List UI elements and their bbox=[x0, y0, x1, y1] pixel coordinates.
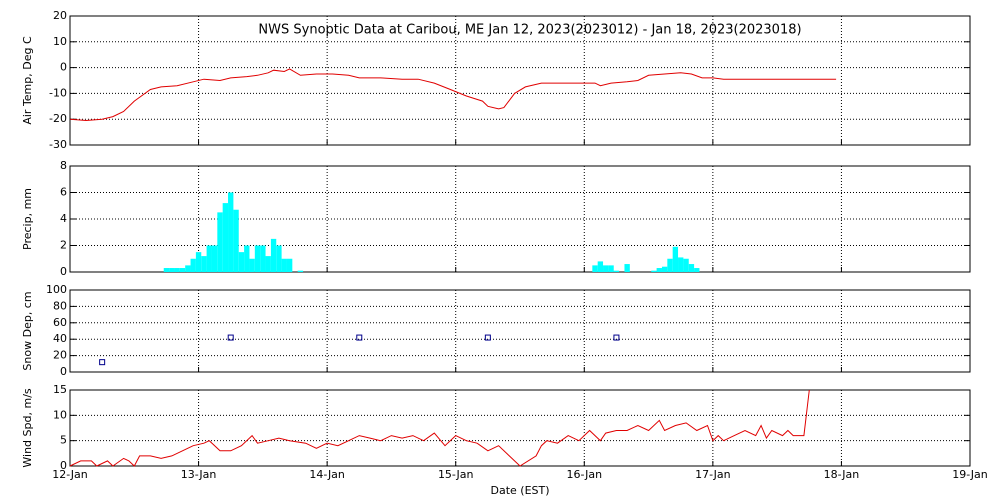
bar bbox=[228, 192, 234, 272]
point bbox=[227, 334, 234, 341]
bar bbox=[190, 258, 196, 272]
x-tick-label: 15-Jan bbox=[438, 468, 474, 481]
bar bbox=[624, 264, 630, 272]
bar bbox=[656, 268, 662, 272]
bar bbox=[265, 256, 271, 272]
bar bbox=[254, 245, 261, 272]
y-tick-label: 60 bbox=[53, 316, 67, 329]
y-tick-label: -10 bbox=[49, 86, 67, 99]
bar bbox=[651, 270, 657, 272]
bar bbox=[163, 268, 170, 272]
bar bbox=[260, 245, 266, 272]
chart-title: NWS Synoptic Data at Caribou, ME Jan 12,… bbox=[258, 23, 801, 38]
x-tick-label: 19-Jan bbox=[952, 468, 988, 481]
bar bbox=[661, 266, 668, 272]
bar bbox=[603, 265, 609, 272]
x-tick-label: 14-Jan bbox=[309, 468, 345, 481]
bar bbox=[211, 245, 218, 272]
y-tick-label: 2 bbox=[60, 239, 67, 252]
point bbox=[356, 334, 363, 341]
bar bbox=[185, 265, 191, 272]
bar bbox=[233, 209, 239, 272]
bar bbox=[694, 268, 700, 272]
data-line bbox=[69, 389, 810, 467]
y-tick-label: 4 bbox=[60, 212, 67, 225]
point bbox=[99, 359, 106, 366]
y-tick-label: 20 bbox=[53, 349, 67, 362]
bar bbox=[672, 246, 679, 272]
y-tick-label: 0 bbox=[60, 61, 67, 74]
y-axis-label: Snow Dep, cm bbox=[21, 291, 34, 370]
x-tick-label: 16-Jan bbox=[567, 468, 603, 481]
bar bbox=[592, 265, 598, 272]
y-tick-label: 100 bbox=[46, 283, 67, 296]
bar bbox=[667, 258, 673, 272]
bar bbox=[683, 258, 689, 272]
x-tick-label: 13-Jan bbox=[181, 468, 217, 481]
point bbox=[613, 334, 620, 341]
x-tick-label: 17-Jan bbox=[695, 468, 731, 481]
y-axis-label: Wind Spd, m/s bbox=[21, 388, 34, 468]
panel-frame bbox=[69, 15, 971, 146]
bar bbox=[206, 245, 212, 272]
y-axis-label: Air Temp, Deg C bbox=[21, 36, 34, 125]
panel-frame bbox=[69, 389, 971, 467]
y-tick-label: 40 bbox=[53, 332, 67, 345]
panel-frame bbox=[69, 289, 971, 373]
y-tick-label: -30 bbox=[49, 138, 67, 151]
y-tick-label: 10 bbox=[53, 35, 67, 48]
bar bbox=[270, 238, 277, 272]
bar bbox=[276, 245, 282, 272]
y-tick-label: -20 bbox=[49, 112, 67, 125]
y-tick-label: 0 bbox=[60, 459, 67, 472]
bar bbox=[597, 261, 604, 272]
y-tick-label: 80 bbox=[53, 299, 67, 312]
x-tick-label: 12-Jan bbox=[52, 468, 88, 481]
y-tick-label: 6 bbox=[60, 186, 67, 199]
y-axis-label: Precip, mm bbox=[21, 188, 34, 250]
point bbox=[484, 334, 491, 341]
bar bbox=[286, 258, 293, 272]
bar bbox=[608, 265, 614, 272]
bar bbox=[217, 212, 223, 272]
y-tick-label: 20 bbox=[53, 9, 67, 22]
bar bbox=[222, 203, 229, 272]
y-tick-label: 8 bbox=[60, 159, 67, 172]
y-tick-label: 0 bbox=[60, 265, 67, 278]
bar bbox=[249, 258, 255, 272]
bar bbox=[281, 258, 287, 272]
bar bbox=[174, 268, 180, 272]
bar bbox=[179, 268, 186, 272]
bar bbox=[169, 268, 175, 272]
y-tick-label: 5 bbox=[60, 434, 67, 447]
x-axis-label: Date (EST) bbox=[490, 484, 549, 497]
bar bbox=[297, 270, 304, 272]
bar bbox=[195, 252, 202, 272]
data-line bbox=[69, 68, 837, 122]
bar bbox=[238, 252, 245, 272]
bar bbox=[201, 256, 207, 272]
y-tick-label: 0 bbox=[60, 365, 67, 378]
x-tick-label: 18-Jan bbox=[824, 468, 860, 481]
y-tick-label: 15 bbox=[53, 383, 67, 396]
y-tick-label: 10 bbox=[53, 408, 67, 421]
bar bbox=[244, 245, 250, 272]
bar bbox=[678, 257, 684, 272]
bar bbox=[688, 264, 695, 272]
bar bbox=[613, 270, 620, 272]
